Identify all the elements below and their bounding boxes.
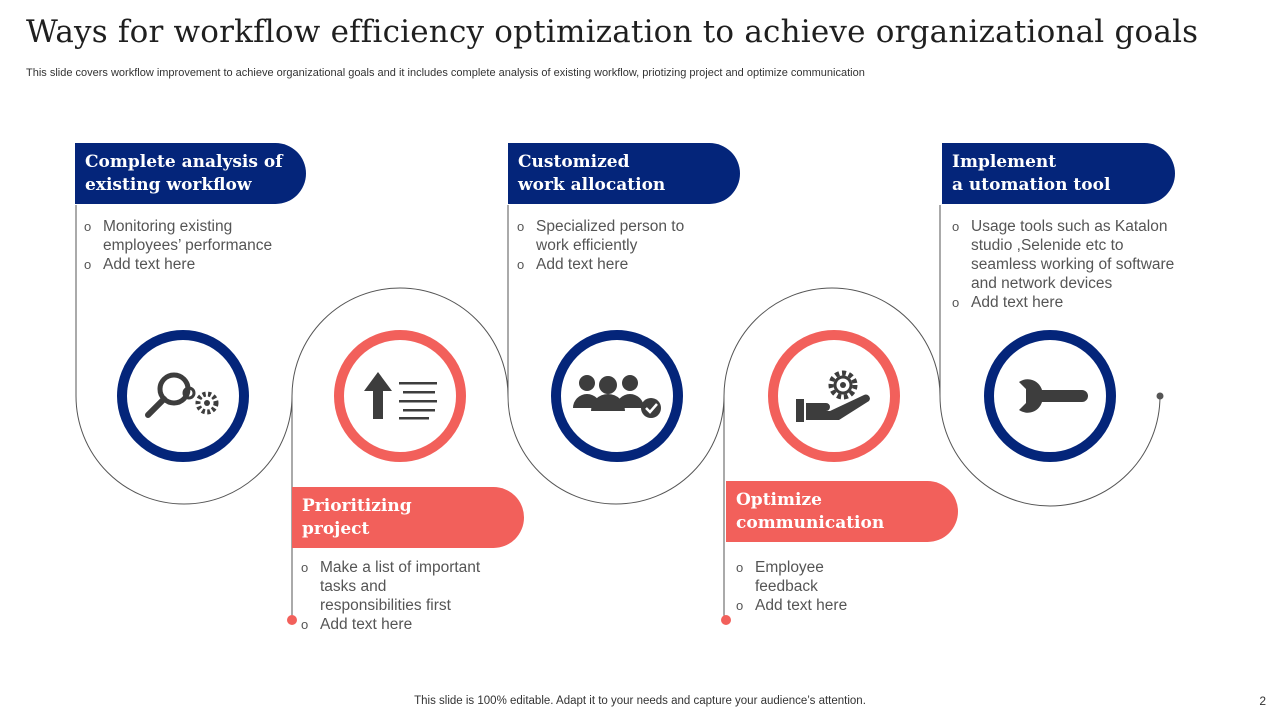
step-2-heading-line-1: Prioritizing	[302, 496, 412, 516]
step-3-bullets: Specialized person to work efficiently A…	[517, 217, 707, 274]
step-2-bullets: Make a list of important tasks and respo…	[301, 558, 481, 634]
search-gear-icon	[145, 372, 219, 418]
step-ring-3	[551, 330, 683, 462]
step-2-bullet-1: Make a list of important tasks and respo…	[301, 558, 481, 615]
hand-gear-icon	[796, 370, 870, 422]
step-1-bullet-1: Monitoring existing employees’ performan…	[84, 217, 289, 255]
step-2-heading-line-2: project	[302, 519, 370, 539]
step-1-heading-line-2: existing workflow	[85, 175, 252, 195]
step-1-heading-line-1: Complete analysis of	[85, 152, 283, 172]
step-4-header: Optimize communication	[726, 481, 958, 542]
step-4-bullet-2: Add text here	[736, 596, 866, 615]
step-5-heading-line-1: Implement	[952, 152, 1057, 172]
end-dot-5	[1156, 392, 1164, 400]
end-dot-2	[287, 615, 297, 625]
step-3-heading-line-2: work allocation	[518, 175, 666, 195]
step-1-bullet-2: Add text here	[84, 255, 289, 274]
end-dot-4	[721, 615, 731, 625]
step-4-heading-line-1: Optimize	[736, 490, 822, 510]
flow-connector	[75, 205, 1161, 507]
step-2-header: Prioritizing project	[292, 487, 524, 548]
step-ring-4	[768, 330, 900, 462]
page-subtitle: This slide covers workflow improvement t…	[26, 67, 865, 79]
page-title: Ways for workflow efficiency optimizatio…	[26, 14, 1199, 50]
step-3-bullet-2: Add text here	[517, 255, 707, 274]
page-number: 2	[1259, 694, 1266, 708]
step-ring-1	[117, 330, 249, 462]
team-check-icon	[573, 375, 661, 418]
step-ring-2	[334, 330, 466, 462]
footer-note: This slide is 100% editable. Adapt it to…	[414, 695, 866, 707]
step-3-header: Customized work allocation	[508, 143, 740, 204]
step-3-heading-line-1: Customized	[518, 152, 630, 172]
step-5-bullet-2: Add text here	[952, 293, 1192, 312]
step-3-bullet-1: Specialized person to work efficiently	[517, 217, 707, 255]
step-5-bullets: Usage tools such as Katalon studio ,Sele…	[952, 217, 1192, 312]
step-1-header: Complete analysis of existing workflow	[75, 143, 306, 204]
wrench-icon	[1019, 379, 1088, 413]
step-5-bullet-1: Usage tools such as Katalon studio ,Sele…	[952, 217, 1192, 293]
step-4-bullet-1: Employee feedback	[736, 558, 866, 596]
step-4-heading-line-2: communication	[736, 513, 885, 533]
step-5-header: Implement a utomation tool	[942, 143, 1175, 204]
step-5-heading-line-2: a utomation tool	[952, 175, 1111, 195]
step-4-bullets: Employee feedback Add text here	[736, 558, 866, 615]
step-2-bullet-2: Add text here	[301, 615, 481, 634]
step-1-bullets: Monitoring existing employees’ performan…	[84, 217, 289, 274]
priority-list-icon	[364, 372, 437, 420]
